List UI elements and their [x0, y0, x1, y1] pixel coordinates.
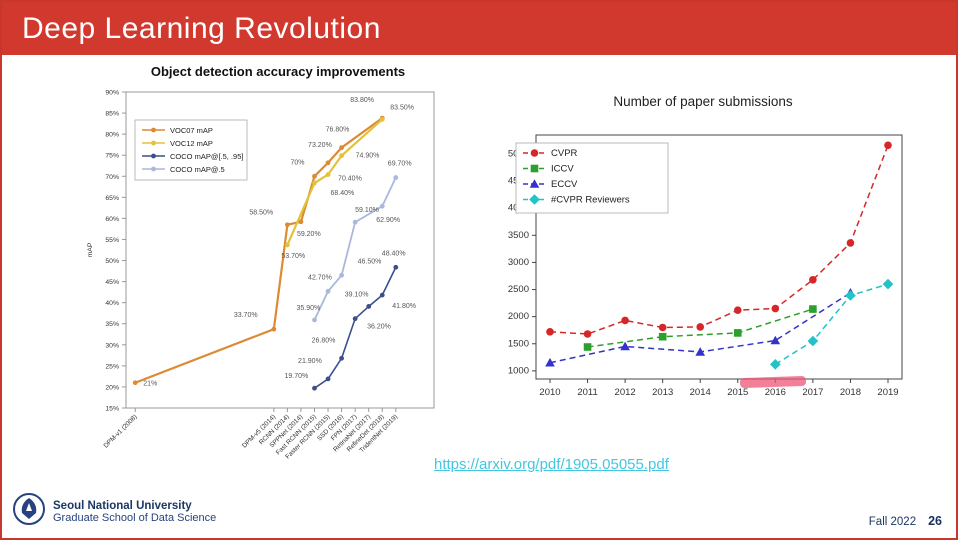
- pink-highlight-2016: [739, 375, 807, 389]
- series-cvpr: [546, 141, 892, 338]
- university-name: Seoul National University: [53, 499, 192, 512]
- y-tick-label: 1000: [508, 365, 529, 376]
- data-label: 76.80%: [326, 127, 350, 134]
- y-tick-label: 85%: [105, 111, 119, 118]
- school-name: Graduate School of Data Science: [53, 511, 217, 524]
- data-label: 48.40%: [382, 250, 406, 257]
- y-tick-label: 25%: [105, 363, 119, 370]
- x-tick-label: 2018: [840, 387, 861, 398]
- footer-left: Seoul National University Graduate Schoo…: [12, 492, 216, 531]
- data-label: 26.80%: [312, 337, 336, 344]
- series-coco-map-5: 35.90% 42.70% 46.50% 59.10% 62.90% 69.70%: [296, 161, 412, 323]
- y-tick-label: 2500: [508, 284, 529, 295]
- series--cvpr-reviewers: [770, 278, 894, 370]
- legend-label: VOC07 mAP: [170, 126, 213, 135]
- x-tick-label: 2016: [765, 387, 786, 398]
- y-tick-label: 90%: [105, 90, 119, 97]
- page-number: 26: [928, 514, 942, 528]
- data-label: 33.70%: [234, 312, 258, 319]
- legend-label: COCO mAP@.5: [170, 165, 225, 174]
- legend-label: ECCV: [551, 179, 578, 190]
- footer-right: Fall 2022 26: [869, 514, 942, 528]
- data-label: 19.70%: [284, 373, 308, 380]
- object-detection-chart: Object detection accuracy improvements 1…: [80, 64, 462, 483]
- data-label: 41.80%: [392, 303, 416, 310]
- object-detection-svg: 15% 20% 25% 30% 35% 40% 45% 50% 55% 60% 65% 70% 75% 8…: [87, 90, 435, 461]
- data-label: 83.80%: [350, 97, 374, 104]
- y-tick-label: 15%: [105, 406, 119, 413]
- paper-link[interactable]: https://arxiv.org/pdf/1905.05055.pdf: [434, 456, 669, 473]
- x-tick-label: DPM-v1 (2008): [103, 413, 139, 449]
- data-label: 73.20%: [308, 142, 332, 149]
- data-label: 21.90%: [298, 358, 322, 365]
- y-tick-label: 3500: [508, 230, 529, 241]
- x-tick-label: 2012: [615, 387, 636, 398]
- y-tick-label: 30%: [105, 342, 119, 349]
- y-tick-label: 45%: [105, 279, 119, 286]
- x-tick-label: 2014: [690, 387, 711, 398]
- legend-label: VOC12 mAP: [170, 139, 213, 148]
- legend: CVPR ICCV ECCV #CVPR Reviewers: [515, 142, 669, 214]
- series-coco-map-5-95-: 19.70% 21.90% 26.80% 36.20% 39.10% 41.80% 48.4…: [284, 250, 416, 391]
- data-label: 59.20%: [297, 231, 321, 238]
- legend-label: CVPR: [551, 148, 578, 159]
- y-tick-label: 65%: [105, 195, 119, 202]
- snu-logo: [12, 492, 46, 531]
- series-voc12-map: 53.70% 68.40% 70.40% 74.90% 83.50%: [281, 104, 414, 260]
- y-tick-label: 3000: [508, 257, 529, 268]
- data-label: 46.50%: [358, 258, 382, 265]
- data-label: 58.50%: [249, 210, 273, 217]
- x-tick-label: 2017: [802, 387, 823, 398]
- title-banner: Deep Learning Revolution: [2, 2, 956, 55]
- x-tick-label: 2011: [577, 387, 597, 398]
- data-label: 69.70%: [388, 161, 412, 168]
- data-label: 39.10%: [345, 291, 369, 298]
- legend-label: ICCV: [551, 164, 574, 175]
- y-tick-label: 2000: [508, 311, 529, 322]
- x-tick-label: 2019: [877, 387, 898, 398]
- data-label: 74.90%: [356, 153, 380, 160]
- legend: VOC07 mAP VOC12 mAP COCO mAP@[.5, .95] COCO…: [134, 119, 248, 181]
- data-label: 62.90%: [376, 217, 400, 224]
- series-iccv: [583, 305, 817, 351]
- y-tick-label: 60%: [105, 216, 119, 223]
- y-tick-label: 70%: [105, 174, 119, 181]
- y-tick-label: 1500: [508, 338, 529, 349]
- legend-label: COCO mAP@[.5, .95]: [170, 152, 243, 161]
- y-tick-label: 35%: [105, 321, 119, 328]
- data-label: 59.10%: [355, 207, 379, 214]
- y-tick-label: 75%: [105, 153, 119, 160]
- y-tick-label: 80%: [105, 132, 119, 139]
- data-label: 21%: [143, 381, 157, 388]
- y-tick-label: 55%: [105, 237, 119, 244]
- chart-title: Number of paper submissions: [613, 94, 793, 109]
- data-label: 70%: [290, 159, 304, 166]
- y-tick-label: 50%: [105, 258, 119, 265]
- x-tick-label: 2013: [652, 387, 673, 398]
- y-tick-label: 40%: [105, 300, 119, 307]
- data-label: 42.70%: [308, 274, 332, 281]
- submissions-chart: Number of paper submissions 1000 1500 2000…: [492, 94, 914, 416]
- x-tick-label: 2010: [539, 387, 560, 398]
- x-tick-label: 2015: [727, 387, 748, 398]
- data-label: 70.40%: [338, 176, 362, 183]
- data-label: 35.90%: [296, 305, 320, 312]
- term-label: Fall 2022: [868, 516, 917, 528]
- data-label: 68.40%: [330, 190, 354, 197]
- data-label: 36.20%: [367, 324, 391, 331]
- data-label: 83.50%: [390, 104, 414, 111]
- chart-title: Object detection accuracy improvements: [150, 64, 406, 79]
- y-axis-label: mAP: [87, 242, 94, 257]
- submissions-svg: 1000150020002500300035004000450050002010…: [508, 134, 903, 398]
- legend-label: #CVPR Reviewers: [551, 195, 630, 206]
- slide-title: Deep Learning Revolution: [22, 11, 381, 45]
- y-tick-label: 20%: [105, 384, 119, 391]
- data-label: 53.70%: [281, 253, 305, 260]
